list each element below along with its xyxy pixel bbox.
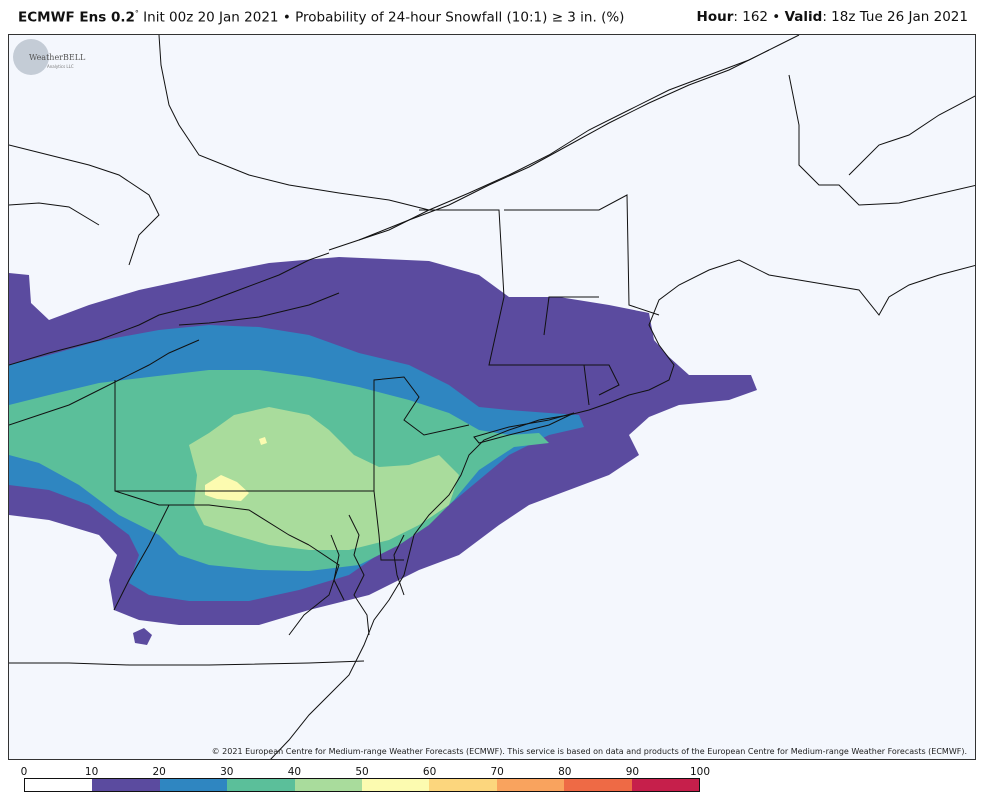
forecast-map: WeatherBELL Analytics LLC © 2021 Europea…: [8, 34, 976, 760]
colorbar-segment: [362, 779, 430, 791]
prob-area-50-60: [259, 437, 267, 445]
logo-subtext: Analytics LLC: [47, 64, 74, 69]
prob-area-50-60: [205, 475, 249, 501]
bullet: •: [772, 9, 781, 25]
colorbar-tick-label: 70: [490, 766, 504, 778]
map-canvas: [9, 35, 975, 759]
colorbar-tick-label: 90: [625, 766, 640, 778]
colorbar-segment: [496, 779, 565, 791]
colorbar-tick-label: 0: [20, 766, 28, 778]
colorbar-tick-label: 80: [558, 766, 572, 778]
colorbar: 0 10 20 30 40 50 60 70 80 90 100: [20, 766, 710, 806]
colorbar-segment: [429, 779, 497, 791]
colorbar-segment: [92, 779, 160, 791]
colorbar-tick-label: 30: [220, 766, 234, 778]
header: ECMWF Ens 0.2° Init 00z 20 Jan 2021 • Pr…: [0, 0, 984, 34]
threshold: ≥ 3 in. (%): [551, 9, 625, 26]
colorbar-segment: [227, 779, 295, 791]
map-title: ECMWF Ens 0.2° Init 00z 20 Jan 2021 • Pr…: [18, 9, 624, 26]
valid-info: Hour: 162 • Valid: 18z Tue 26 Jan 2021: [697, 9, 968, 25]
colorbar-segment: [564, 779, 632, 791]
boundaries: [9, 35, 975, 759]
hour-value: : 162: [733, 9, 768, 25]
colorbar-tick-label: 60: [422, 766, 437, 778]
degree-symbol: °: [134, 9, 139, 18]
weatherbell-logo: WeatherBELL Analytics LLC: [13, 39, 86, 75]
colorbar-tick-label: 40: [287, 766, 302, 778]
colorbar-segment: [25, 779, 93, 791]
colorbar-tick-label: 20: [152, 766, 166, 778]
valid-label: Valid: [784, 9, 823, 25]
logo-text: WeatherBELL: [29, 53, 86, 62]
colorbar-segment: [294, 779, 363, 791]
colorbar-tick-label: 10: [84, 766, 99, 778]
colorbar-scale: [24, 778, 700, 792]
valid-value: : 18z Tue 26 Jan 2021: [822, 9, 968, 25]
colorbar-tick-label: 50: [355, 766, 369, 778]
prob-area-10-20: [133, 628, 152, 645]
colorbar-segment: [631, 779, 700, 791]
init-time: Init 00z 20 Jan 2021: [143, 9, 279, 26]
colorbar-tick-label: 100: [689, 766, 711, 778]
product-name: Probability of 24-hour Snowfall (10:1): [295, 9, 548, 26]
model-name: ECMWF Ens 0.2: [18, 9, 135, 26]
hour-label: Hour: [696, 9, 734, 25]
bullet: •: [282, 9, 291, 26]
colorbar-segment: [159, 779, 228, 791]
copyright-notice: © 2021 European Centre for Medium-range …: [211, 747, 967, 756]
